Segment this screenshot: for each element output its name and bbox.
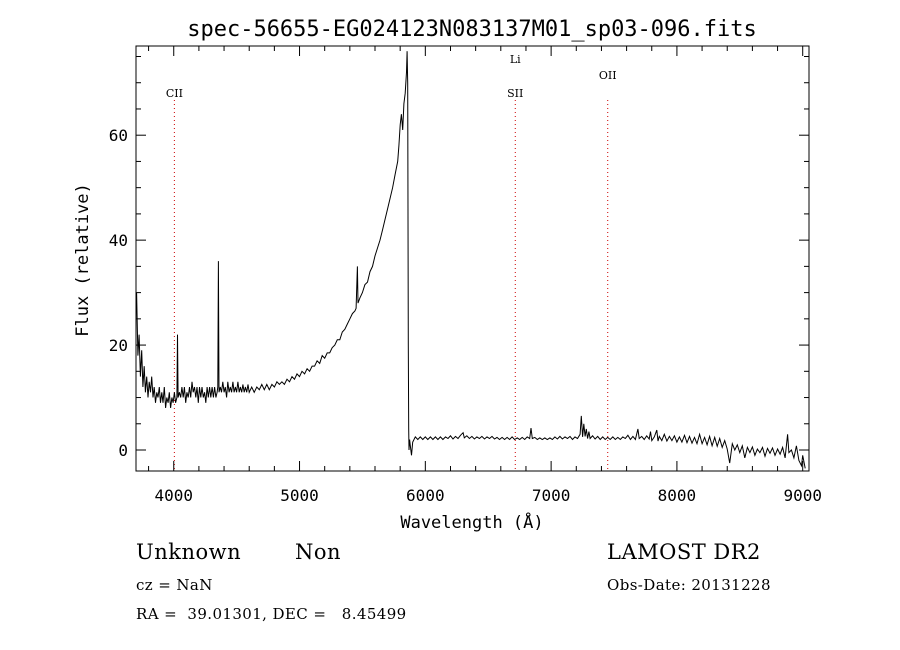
plot-frame xyxy=(135,45,810,472)
redshift-cz: cz = NaN xyxy=(136,576,213,594)
marker-label-CII: CII xyxy=(166,87,183,100)
y-tick-label: 0 xyxy=(118,441,128,460)
spectrum-series xyxy=(136,51,806,469)
coordinates: RA = 39.01301, DEC = 8.45499 xyxy=(136,605,407,623)
y-axis: 0 20 40 60 xyxy=(109,55,809,460)
marker-label-OII: OII xyxy=(599,69,617,82)
y-tick-label: 40 xyxy=(109,231,128,250)
x-tick-label: 7000 xyxy=(532,486,571,505)
line-markers: CII SII Li OII xyxy=(166,53,617,471)
object-class: Unknown xyxy=(136,540,242,564)
observation-date: Obs-Date: 20131228 xyxy=(607,576,771,594)
object-subclass: Non xyxy=(295,540,342,564)
marker-label-Li: Li xyxy=(510,53,521,66)
y-axis-label: Flux (relative) xyxy=(73,183,93,337)
x-tick-label: 9000 xyxy=(783,486,822,505)
y-tick-label: 60 xyxy=(109,126,128,145)
x-tick-label: 4000 xyxy=(154,486,193,505)
x-tick-label: 5000 xyxy=(280,486,319,505)
x-tick-label: 8000 xyxy=(658,486,697,505)
x-axis: 4000 5000 6000 7000 8000 9000 xyxy=(148,46,822,505)
marker-label-SII: SII xyxy=(507,87,523,100)
survey-name: LAMOST DR2 xyxy=(607,540,761,564)
x-axis-label: Wavelength (Å) xyxy=(400,511,543,533)
chart-title: spec-56655-EG024123N083137M01_sp03-096.f… xyxy=(187,17,757,42)
spectrum-line xyxy=(136,51,806,469)
y-tick-label: 20 xyxy=(109,336,128,355)
x-tick-label: 6000 xyxy=(406,486,445,505)
